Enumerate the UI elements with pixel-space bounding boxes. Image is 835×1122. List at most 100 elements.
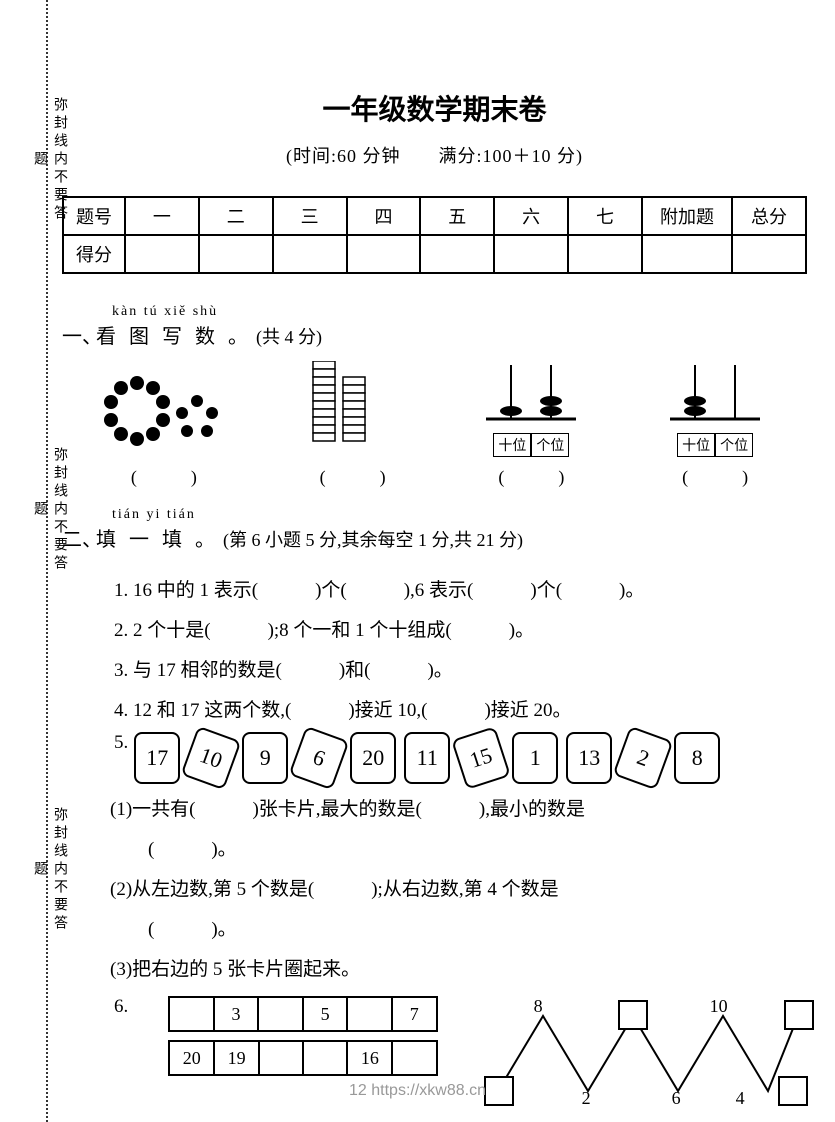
s1-label: 一、 bbox=[62, 320, 96, 349]
q2-4: 4. 12 和 17 这两个数,( )接近 10,( )接近 20。 bbox=[114, 692, 807, 730]
abacus2-icon bbox=[660, 361, 770, 427]
s2-head: 二、 填 一 填 。 (第 6 小题 5 分,其余每空 1 分,共 21 分) bbox=[62, 523, 807, 552]
z-box-t1[interactable] bbox=[618, 1000, 648, 1030]
card-20: 20 bbox=[350, 732, 396, 784]
card-9: 9 bbox=[242, 732, 288, 784]
fig1-blank[interactable]: ( ) bbox=[99, 463, 229, 489]
fig-blocks: ( ) bbox=[303, 361, 403, 489]
z-box-t2[interactable] bbox=[784, 1000, 814, 1030]
card-6: 6 bbox=[289, 726, 350, 791]
card-13: 13 bbox=[566, 732, 612, 784]
s1-figures: ( ) ( ) bbox=[62, 361, 807, 489]
card-17: 17 bbox=[134, 732, 180, 784]
th-6: 六 bbox=[494, 197, 568, 235]
fig4-blank[interactable]: ( ) bbox=[660, 463, 770, 489]
q6t2-cell[interactable] bbox=[259, 1041, 303, 1075]
abacus2-labels: 十位 个位 bbox=[660, 433, 770, 457]
section-2: tián yi tián 二、 填 一 填 。 (第 6 小题 5 分,其余每空… bbox=[62, 507, 807, 1106]
th-7: 七 bbox=[568, 197, 642, 235]
q6t1-cell[interactable] bbox=[169, 997, 213, 1031]
blocks-icon bbox=[303, 361, 403, 451]
q6t2-cell: 20 bbox=[169, 1041, 214, 1075]
exam-title: 一年级数学期末卷 bbox=[62, 88, 807, 128]
s1-head: 一、 看 图 写 数 。 (共 4 分) bbox=[62, 320, 807, 349]
td-s1[interactable] bbox=[125, 235, 199, 273]
th-1: 一 bbox=[125, 197, 199, 235]
td-s3[interactable] bbox=[273, 235, 347, 273]
td-st[interactable] bbox=[732, 235, 806, 273]
q6t2-cell: 16 bbox=[347, 1041, 392, 1075]
z-top-2: 10 bbox=[710, 996, 728, 1017]
td-s2[interactable] bbox=[199, 235, 273, 273]
q6t2-cell[interactable] bbox=[392, 1041, 436, 1075]
q6t1-cell[interactable] bbox=[258, 997, 302, 1031]
fig3-blank[interactable]: ( ) bbox=[476, 463, 586, 489]
a1-ones: 个位 bbox=[531, 433, 569, 457]
s2-pinyin: tián yi tián bbox=[112, 507, 807, 523]
q5-num: 5. bbox=[114, 732, 128, 754]
s1-main: 看 图 写 数 。 bbox=[96, 320, 252, 349]
q6t1-cell: 5 bbox=[303, 997, 348, 1031]
th-num: 题号 bbox=[63, 197, 125, 235]
fig-beads: ( ) bbox=[99, 371, 229, 489]
score-header-row: 题号 一 二 三 四 五 六 七 附加题 总分 bbox=[63, 197, 806, 235]
th-total: 总分 bbox=[732, 197, 806, 235]
td-s5[interactable] bbox=[420, 235, 494, 273]
s2-label: 二、 bbox=[62, 523, 96, 552]
score-table: 题号 一 二 三 四 五 六 七 附加题 总分 得分 bbox=[62, 196, 807, 274]
q6t1-cell: 3 bbox=[214, 997, 259, 1031]
fig-abacus-2: 十位 个位 ( ) bbox=[660, 361, 770, 489]
q2-3: 3. 与 17 相邻的数是( )和( )。 bbox=[114, 652, 807, 690]
q5-s2: (2)从左边数,第 5 个数是( );从右边数,第 4 个数是 bbox=[62, 872, 807, 908]
q5-s1b: ( )。 bbox=[62, 832, 807, 868]
beads-icon bbox=[99, 371, 229, 451]
cards-row: 17109620111511328 bbox=[134, 732, 720, 784]
q5-s1: (1)一共有( )张卡片,最大的数是( ),最小的数是 bbox=[62, 792, 807, 828]
th-extra: 附加题 bbox=[642, 197, 732, 235]
q5-s2b: ( )。 bbox=[62, 912, 807, 948]
section-1: kàn tú xiě shù 一、 看 图 写 数 。 (共 4 分) ( ) bbox=[62, 304, 807, 489]
th-4: 四 bbox=[347, 197, 421, 235]
q5-wrap: 5. 17109620111511328 bbox=[114, 732, 807, 792]
a2-ones: 个位 bbox=[715, 433, 753, 457]
q6t2-cell: 19 bbox=[214, 1041, 259, 1075]
q6-table1: 3 5 7 bbox=[168, 996, 437, 1032]
page-footer: 12 https://xkw88.cn bbox=[0, 1082, 835, 1100]
s1-pinyin: kàn tú xiě shù bbox=[112, 304, 807, 320]
page-content: 一年级数学期末卷 (时间:60 分钟 满分:100＋10 分) 题号 一 二 三… bbox=[62, 60, 807, 1106]
card-10: 10 bbox=[181, 726, 242, 791]
card-8: 8 bbox=[674, 732, 720, 784]
th-2: 二 bbox=[199, 197, 273, 235]
fig-abacus-1: 十位 个位 ( ) bbox=[476, 361, 586, 489]
th-5: 五 bbox=[420, 197, 494, 235]
q6-num: 6. bbox=[114, 996, 128, 1018]
q6-table2: 2019 16 bbox=[168, 1040, 437, 1076]
q2-1: 1. 16 中的 1 表示( )个( ),6 表示( )个( )。 bbox=[114, 572, 807, 610]
q6-tables: 3 5 7 2019 16 bbox=[168, 996, 437, 1084]
td-s4[interactable] bbox=[347, 235, 421, 273]
td-sx[interactable] bbox=[642, 235, 732, 273]
td-s6[interactable] bbox=[494, 235, 568, 273]
card-2: 2 bbox=[613, 726, 674, 791]
td-score-label: 得分 bbox=[63, 235, 125, 273]
score-value-row: 得分 bbox=[63, 235, 806, 273]
q2-2: 2. 2 个十是( );8 个一和 1 个十组成( )。 bbox=[114, 612, 807, 650]
exam-subtitle: (时间:60 分钟 满分:100＋10 分) bbox=[62, 142, 807, 168]
s2-note: (第 6 小题 5 分,其余每空 1 分,共 21 分) bbox=[223, 526, 523, 552]
q6t1-cell: 7 bbox=[392, 997, 437, 1031]
fig2-blank[interactable]: ( ) bbox=[303, 463, 403, 489]
th-3: 三 bbox=[273, 197, 347, 235]
a1-tens: 十位 bbox=[493, 433, 531, 457]
q6t1-cell[interactable] bbox=[347, 997, 391, 1031]
q6t2-cell[interactable] bbox=[303, 1041, 347, 1075]
abacus1-icon bbox=[476, 361, 586, 427]
s2-main: 填 一 填 。 bbox=[96, 523, 219, 552]
s2-questions: 1. 16 中的 1 表示( )个( ),6 表示( )个( )。 2. 2 个… bbox=[62, 572, 807, 730]
abacus1-labels: 十位 个位 bbox=[476, 433, 586, 457]
q5-s3: (3)把右边的 5 张卡片圈起来。 bbox=[62, 952, 807, 988]
card-15: 15 bbox=[451, 726, 511, 790]
s1-note: (共 4 分) bbox=[256, 323, 322, 349]
a2-tens: 十位 bbox=[677, 433, 715, 457]
card-1: 1 bbox=[512, 732, 558, 784]
td-s7[interactable] bbox=[568, 235, 642, 273]
